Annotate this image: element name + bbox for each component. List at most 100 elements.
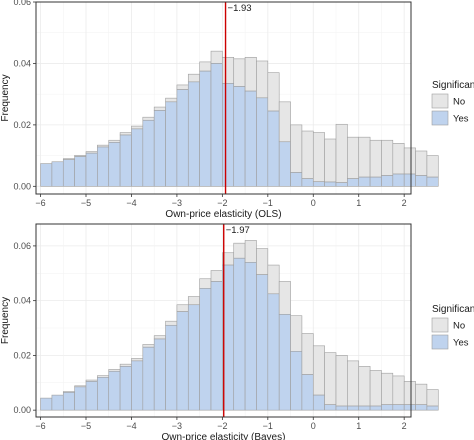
x-axis-title: Own-price elasticity (OLS)	[165, 209, 281, 220]
bar-yes-significant	[165, 101, 178, 187]
bar-yes-significant	[131, 128, 144, 187]
bar-yes-significant	[426, 176, 439, 187]
bar-no-significant	[119, 132, 132, 136]
bar-yes-significant	[153, 338, 166, 411]
bar-no-significant	[369, 139, 382, 178]
bar-no-significant	[256, 60, 269, 99]
x-tick-label: 2	[402, 421, 407, 431]
bayes-histogram-panel: −1.97 −6 −5 −4 −3 −2 −1 0 1 2 0.00 0.02 0.04 0.06 Own-…	[0, 223, 474, 440]
bar-yes-significant	[74, 156, 87, 187]
x-tick-label: −3	[172, 421, 182, 431]
bar-no-significant	[392, 143, 405, 175]
y-axis-title: Frequency	[0, 74, 11, 121]
bar-yes-significant	[210, 63, 223, 187]
bar-no-significant	[108, 139, 121, 143]
bar-no-significant	[119, 363, 132, 367]
bar-yes-significant	[119, 366, 132, 411]
bar-yes-significant	[403, 404, 416, 411]
bar-no-significant	[210, 50, 223, 64]
legend-key-yes	[431, 110, 449, 126]
bar-yes-significant	[187, 81, 200, 187]
x-tick-label: −3	[172, 198, 182, 208]
median-label: −1.93	[228, 3, 252, 14]
x-tick-label: −4	[126, 421, 136, 431]
bar-no-significant	[392, 375, 405, 405]
x-tick-label: 2	[402, 198, 407, 208]
legend-label-yes: Yes	[453, 338, 469, 349]
bar-no-significant	[187, 73, 200, 83]
bar-no-significant	[381, 139, 394, 176]
bar-no-significant	[131, 125, 144, 130]
bar-no-significant	[301, 333, 314, 375]
median-label: −1.97	[226, 225, 250, 236]
legend-key-no	[431, 93, 449, 109]
y-tick-label: 0.04	[13, 58, 31, 68]
x-tick-label: −2	[217, 198, 227, 208]
bar-yes-significant	[369, 176, 382, 187]
bar-yes-significant	[256, 274, 269, 411]
bar-yes-significant	[244, 262, 257, 411]
bar-no-significant	[358, 366, 371, 407]
bar-yes-significant	[222, 83, 235, 187]
bar-yes-significant	[426, 405, 439, 411]
bar-yes-significant	[256, 97, 269, 187]
bar-yes-significant	[51, 394, 64, 411]
bar-no-significant	[267, 264, 280, 295]
bar-no-significant	[369, 370, 382, 407]
bar-yes-significant	[381, 404, 394, 411]
plot-frame	[35, 223, 412, 418]
bar-no-significant	[403, 147, 416, 175]
legend-title: Significant	[432, 80, 474, 91]
bar-yes-significant	[85, 381, 98, 411]
x-tick-label: −2	[217, 421, 227, 431]
y-tick-label: 0.02	[13, 120, 31, 130]
bar-yes-significant	[301, 178, 314, 187]
bar-yes-significant	[335, 405, 348, 411]
bar-yes-significant	[199, 288, 212, 411]
legend-label-yes: Yes	[453, 114, 469, 125]
bar-yes-significant	[74, 386, 87, 411]
bar-no-significant	[381, 372, 394, 405]
bar-yes-significant	[210, 281, 223, 411]
bar-yes-significant	[85, 152, 98, 187]
bar-no-significant	[199, 278, 212, 289]
legend-title: Significant	[432, 304, 474, 315]
bar-yes-significant	[358, 405, 371, 411]
legend-label-no: No	[453, 97, 465, 108]
bar-yes-significant	[233, 86, 246, 187]
bar-yes-significant	[324, 181, 337, 187]
legend-label-no: No	[453, 321, 465, 332]
bar-yes-significant	[165, 324, 178, 411]
bar-no-significant	[415, 150, 428, 176]
bar-yes-significant	[278, 141, 291, 187]
bar-no-significant	[278, 281, 291, 315]
bar-no-significant	[131, 358, 144, 362]
ols-histogram-panel: −1.93 −6 −5 −4 −3 −2 −1 0 1 2 0.00 0.02 0.04 0.06 Own-…	[0, 0, 474, 220]
bar-yes-significant	[51, 161, 64, 187]
bar-yes-significant	[267, 293, 280, 411]
bar-no-significant	[199, 61, 212, 72]
bar-yes-significant	[290, 172, 303, 187]
y-tick-label: 0.06	[13, 0, 31, 7]
bar-yes-significant	[176, 89, 189, 187]
bar-yes-significant	[415, 404, 428, 411]
bar-yes-significant	[40, 163, 53, 187]
x-tick-label: −4	[126, 198, 136, 208]
bar-no-significant	[176, 304, 189, 312]
bar-no-significant	[142, 344, 155, 348]
x-axis-title: Own-price elasticity (Bayes)	[162, 432, 286, 440]
y-axis-title: Frequency	[0, 297, 11, 344]
bar-no-significant	[244, 56, 257, 92]
bar-yes-significant	[324, 404, 337, 411]
x-tick-label: 0	[311, 198, 316, 208]
y-tick-label: 0.06	[13, 241, 31, 251]
plot-frame	[35, 1, 412, 195]
bar-yes-significant	[312, 181, 325, 187]
bar-no-significant	[153, 335, 166, 340]
x-tick-label: −6	[35, 198, 45, 208]
bar-no-significant	[233, 242, 246, 259]
bar-no-significant	[153, 106, 166, 111]
y-tick-label: 0.04	[13, 296, 31, 306]
bar-yes-significant	[62, 159, 75, 187]
